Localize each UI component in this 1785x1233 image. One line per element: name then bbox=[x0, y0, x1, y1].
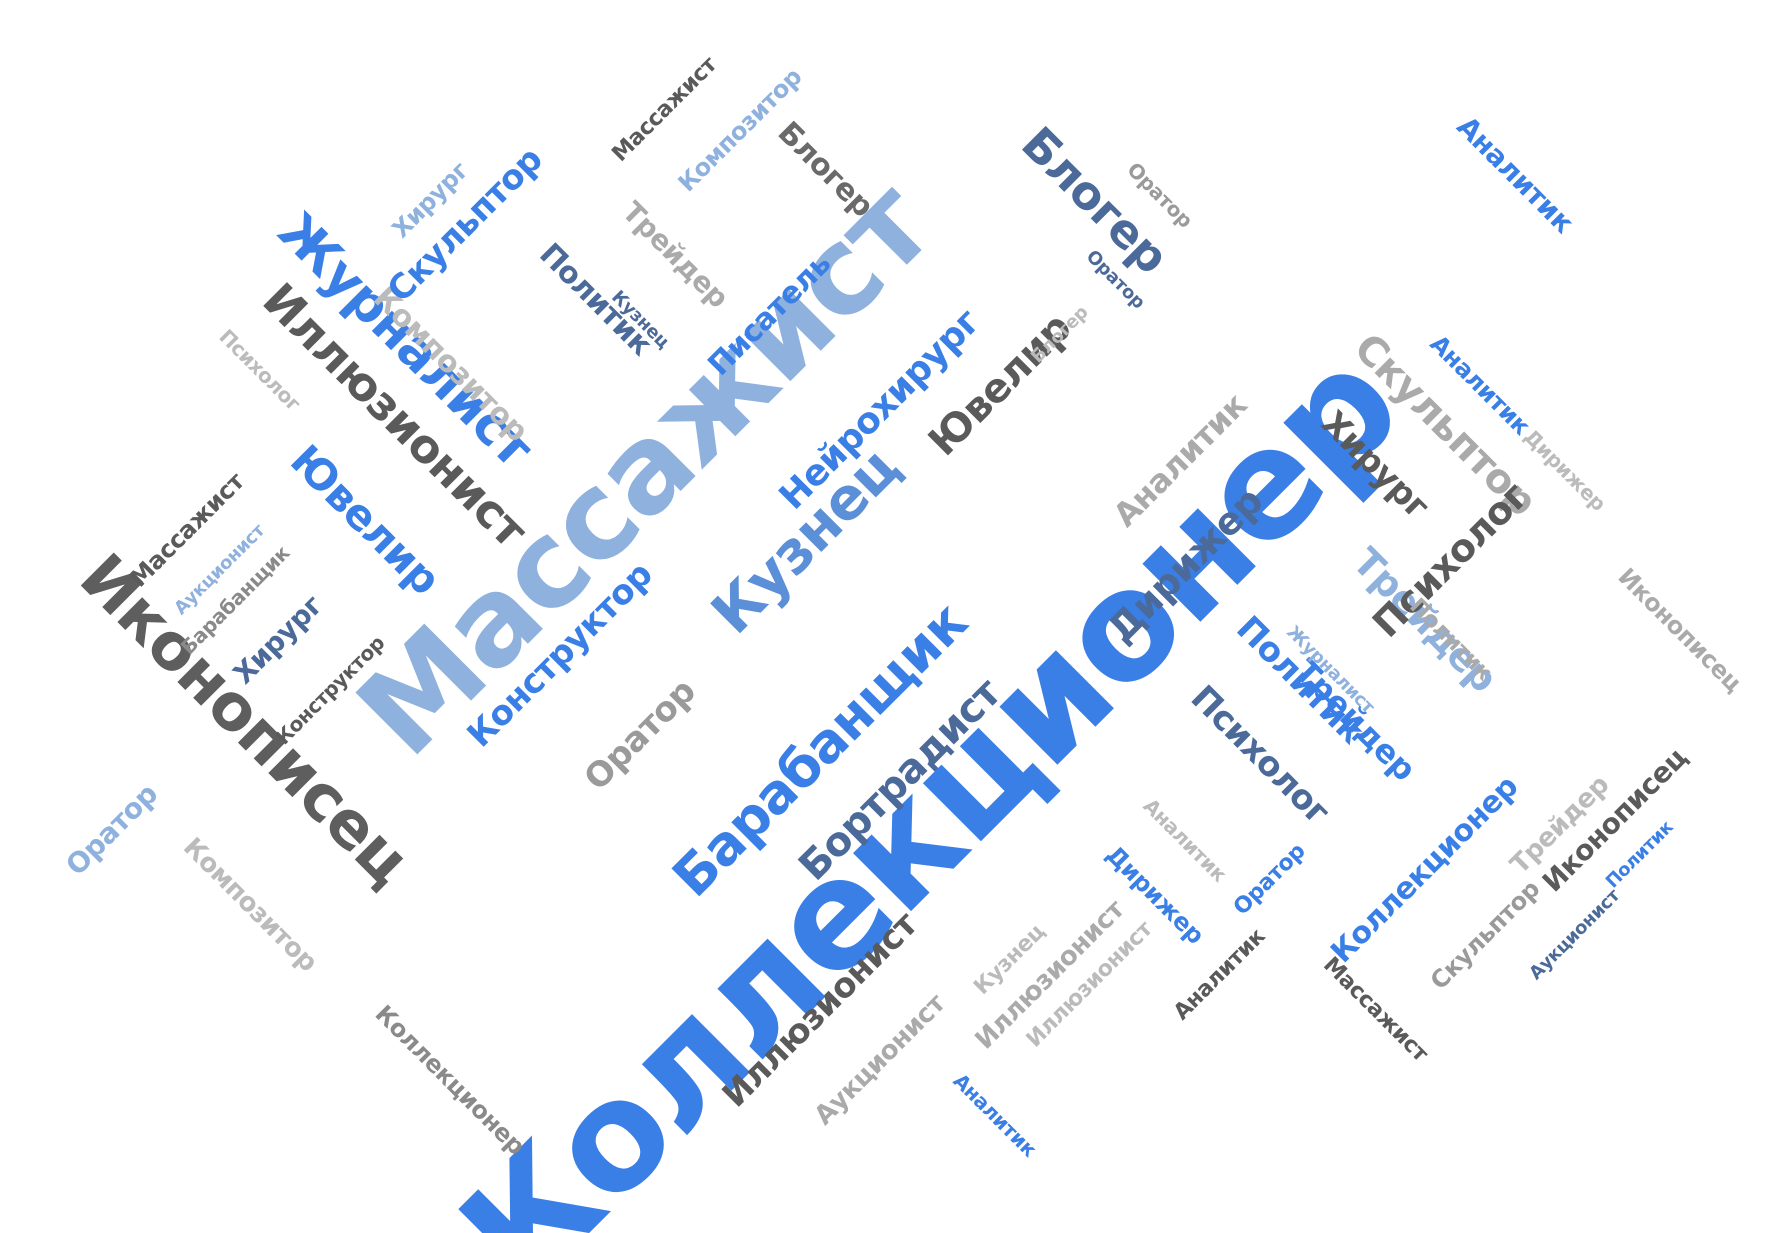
cloud-word: Скульптор bbox=[1424, 874, 1546, 996]
cloud-word: Оратор bbox=[1228, 838, 1311, 921]
cloud-word: Аналитик bbox=[948, 1068, 1042, 1162]
cloud-word: Коллекционер bbox=[369, 999, 531, 1161]
cloud-word: Аукционист bbox=[1525, 885, 1625, 985]
cloud-word: Политик bbox=[532, 236, 659, 363]
cloud-word: Иконописец bbox=[1612, 562, 1748, 698]
cloud-word: Трейдер bbox=[615, 195, 735, 315]
cloud-word: Оратор bbox=[59, 777, 164, 882]
cloud-word: Композитор bbox=[177, 832, 323, 978]
cloud-word: Оратор bbox=[576, 671, 704, 799]
cloud-word: Массажист bbox=[1318, 952, 1433, 1067]
cloud-word: Аналитик bbox=[1450, 109, 1581, 240]
cloud-word: Аналитик bbox=[1138, 793, 1232, 887]
